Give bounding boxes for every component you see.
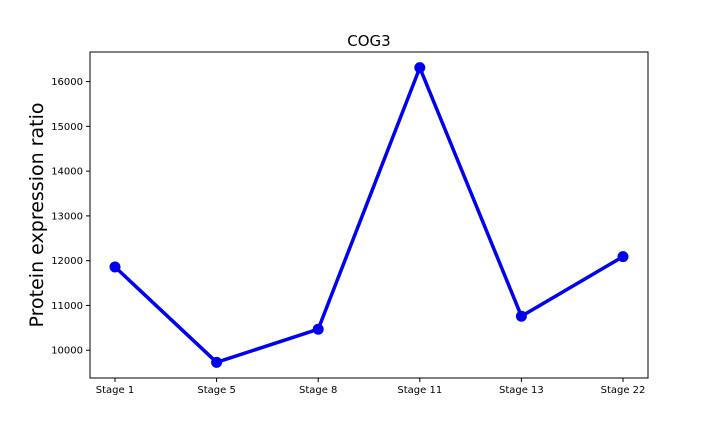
y-tick-label: 16000 (51, 77, 83, 88)
x-tick-label: Stage 8 (299, 385, 337, 396)
y-axis-label: Protein expression ratio (26, 103, 48, 328)
data-point (211, 356, 223, 368)
data-point (414, 62, 426, 74)
x-tick-label: Stage 1 (96, 385, 134, 396)
y-tick-label: 13000 (51, 211, 83, 222)
series-group (109, 62, 629, 368)
x-axis-ticks: Stage 1 Stage 5 Stage 8 Stage 11 Stage 13 Sta… (96, 378, 646, 396)
x-tick-label: Stage 13 (499, 385, 544, 396)
y-tick-label: 10000 (51, 346, 83, 357)
chart-title: COG3 (347, 32, 390, 50)
y-tick-label: 14000 (51, 167, 83, 178)
y-tick-label: 12000 (51, 256, 83, 267)
y-tick-label: 11000 (51, 301, 83, 312)
x-tick-label: Stage 11 (397, 385, 442, 396)
plot-area (89, 51, 649, 379)
y-tick-label: 15000 (51, 122, 83, 133)
data-point (617, 251, 629, 263)
series-line (113, 65, 624, 365)
x-tick-label: Stage 5 (197, 385, 235, 396)
x-tick-label: Stage 22 (601, 385, 646, 396)
data-point (109, 261, 121, 273)
y-axis-ticks: 10000 11000 12000 13000 14000 15000 16000 (51, 77, 90, 357)
data-point (312, 323, 324, 335)
data-point (515, 310, 527, 322)
